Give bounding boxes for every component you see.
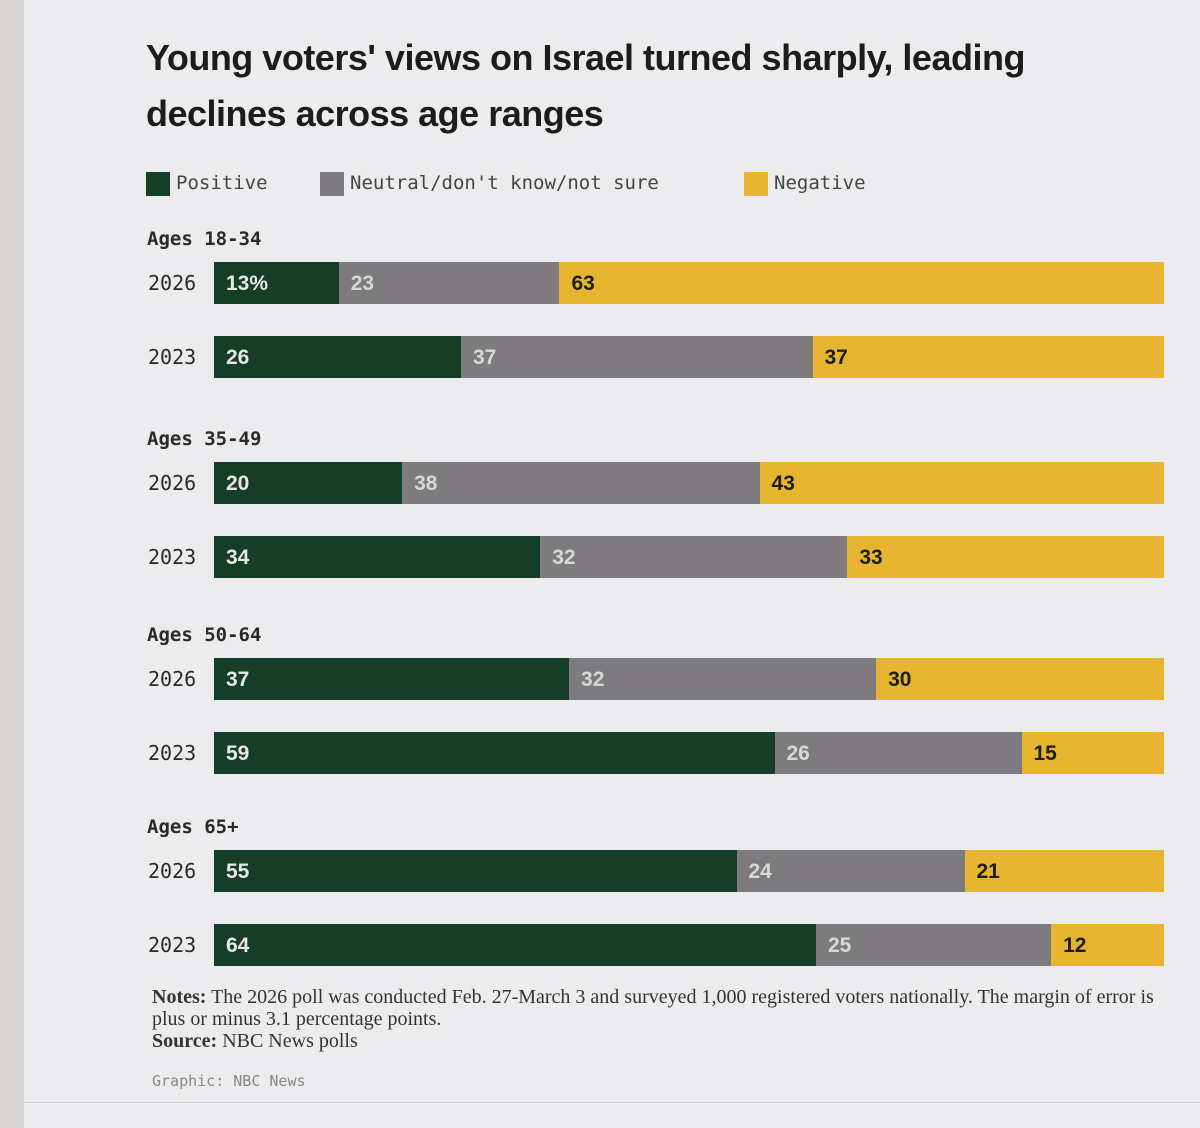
data-label-neutral: 32: [581, 668, 605, 691]
bar-row: 13% 23 63: [214, 262, 1164, 304]
notes-text: The 2026 poll was conducted Feb. 27-Marc…: [152, 986, 1154, 1030]
data-label-negative: 30: [888, 668, 912, 691]
legend-label-negative: Negative: [774, 172, 866, 194]
year-label: 2023: [148, 741, 197, 765]
data-label-neutral: 23: [350, 272, 375, 295]
bar-segment-negative: [847, 536, 1164, 578]
data-label-neutral: 24: [748, 860, 772, 883]
bar-segment-neutral: [338, 262, 560, 304]
year-label: 2026: [148, 859, 197, 883]
bar-row: 20 38 43: [214, 462, 1164, 504]
legend-label-positive: Positive: [176, 172, 268, 194]
group-label: Ages 35-49: [147, 428, 262, 450]
year-label: 2023: [148, 545, 197, 569]
bar-segment-neutral: [402, 462, 760, 504]
data-label-neutral: 25: [827, 934, 852, 957]
year-label: 2023: [148, 345, 197, 369]
data-label-neutral: 26: [786, 742, 810, 765]
source-text: NBC News polls: [222, 1030, 358, 1052]
bar-segment-neutral: [540, 536, 848, 578]
data-label-positive: 59: [226, 742, 250, 765]
data-label-negative: 43: [771, 472, 795, 495]
bar-row: 59 26 15: [214, 732, 1164, 774]
bar-row: 26 37 37: [214, 336, 1164, 378]
notes-line: Notes: The 2026 poll was conducted Feb. …: [152, 986, 1162, 1030]
bar-segment-negative: [876, 658, 1164, 700]
data-label-negative: 12: [1063, 934, 1087, 957]
bar-segment-neutral: [774, 732, 1022, 774]
data-label-neutral: 37: [473, 346, 497, 369]
bar-segment-positive: [214, 658, 570, 700]
bar-segment-positive: [214, 732, 775, 774]
data-label-neutral: 32: [552, 546, 576, 569]
data-label-positive: 13%: [226, 272, 269, 295]
data-label-negative: 63: [571, 272, 595, 295]
bar-segment-positive: [214, 262, 339, 304]
bar-segment-neutral: [736, 850, 965, 892]
bar-segment-positive: [214, 850, 737, 892]
source-line: Source: NBC News polls: [152, 1030, 1162, 1052]
group-label: Ages 50-64: [147, 624, 262, 646]
legend-swatch-positive: [146, 172, 170, 196]
bar-segment-neutral: [461, 336, 813, 378]
legend-label-neutral: Neutral/don't know/not sure: [350, 172, 659, 194]
bar-segment-positive: [214, 536, 541, 578]
legend-swatch-neutral: [320, 172, 344, 196]
data-label-positive: 55: [226, 860, 250, 883]
bar-row: 37 32 30: [214, 658, 1164, 700]
year-label: 2026: [148, 471, 197, 495]
bar-segment-positive: [214, 336, 461, 378]
data-label-positive: 37: [226, 668, 250, 691]
bar-segment-positive: [214, 924, 816, 966]
bar-segment-negative: [1021, 732, 1164, 774]
bar-segment-positive: [214, 462, 403, 504]
divider: [24, 1102, 1200, 1103]
bar-row: 34 32 33: [214, 536, 1164, 578]
legend-swatch-negative: [744, 172, 768, 196]
bar-segment-neutral: [569, 658, 877, 700]
data-label-negative: 33: [859, 546, 883, 569]
year-label: 2026: [148, 667, 197, 691]
bar-segment-negative: [759, 462, 1164, 504]
data-label-positive: 20: [226, 472, 250, 495]
year-label: 2023: [148, 933, 197, 957]
bar-segment-neutral: [815, 924, 1052, 966]
group-label: Ages 18-34: [147, 228, 262, 250]
data-label-positive: 26: [226, 346, 250, 369]
bar-segment-negative: [1051, 924, 1164, 966]
group-label: Ages 65+: [147, 816, 239, 838]
year-label: 2026: [148, 271, 197, 295]
bar-row: 55 24 21: [214, 850, 1164, 892]
source-label: Source:: [152, 1030, 218, 1052]
bar-row: 64 25 12: [214, 924, 1164, 966]
graphic-credit: Graphic: NBC News: [152, 1072, 306, 1090]
data-label-positive: 64: [226, 934, 250, 957]
data-label-positive: 34: [226, 546, 250, 569]
notes-label: Notes:: [152, 986, 207, 1008]
data-label-neutral: 38: [414, 472, 438, 495]
data-label-negative: 37: [824, 346, 848, 369]
data-label-negative: 15: [1033, 742, 1057, 765]
chart-title: Young voters' views on Israel turned sha…: [146, 37, 1025, 134]
notes-block: Notes: The 2026 poll was conducted Feb. …: [152, 986, 1162, 1052]
chart-card: Young voters' views on Israel turned sha…: [24, 0, 1200, 1128]
bar-segment-negative: [559, 262, 1164, 304]
bar-segment-negative: [812, 336, 1164, 378]
bar-segment-negative: [964, 850, 1164, 892]
data-label-negative: 21: [976, 860, 1000, 883]
